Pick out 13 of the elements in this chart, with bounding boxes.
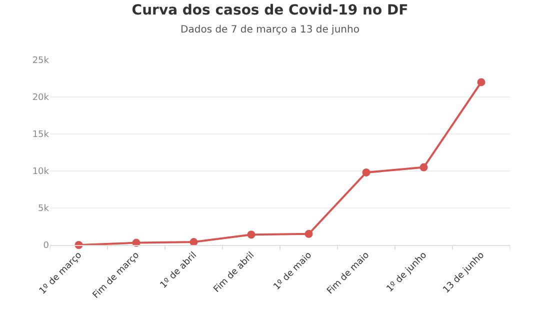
point (420, 163, 428, 172)
y-tick-label: 0 (43, 241, 50, 252)
y-tick-label: 20k (32, 93, 50, 104)
y-tick-label: 15k (32, 130, 50, 140)
y-tick-label: 25k (32, 56, 50, 66)
y-tick-label: 5k (38, 204, 50, 214)
point (477, 78, 486, 86)
point (304, 230, 313, 238)
chart-title: Curva dos casos de Covid-19 no DF (132, 2, 408, 18)
point (362, 168, 370, 176)
point (247, 230, 256, 239)
chart-subtitle: Dados de 7 de março a 13 de junho (180, 24, 360, 36)
y-tick-label: 10k (32, 167, 50, 178)
